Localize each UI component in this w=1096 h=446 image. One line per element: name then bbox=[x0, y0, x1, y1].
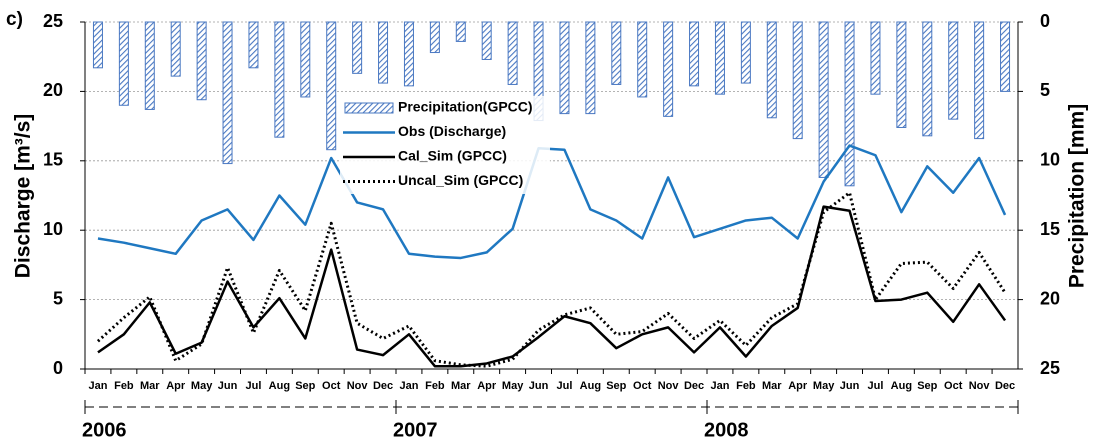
bar bbox=[792, 21, 803, 140]
bar bbox=[637, 21, 648, 98]
x-tick-label: Aug bbox=[269, 380, 290, 392]
x-tick-label: Oct bbox=[944, 380, 963, 392]
x-tick-label: Jun bbox=[840, 380, 860, 392]
x-tick-label: Mar bbox=[140, 380, 160, 392]
bar bbox=[1000, 21, 1011, 92]
bar bbox=[455, 21, 466, 42]
bar bbox=[896, 21, 907, 128]
bar bbox=[585, 21, 596, 115]
x-tick-label: Jan bbox=[399, 380, 418, 392]
legend-swatch bbox=[344, 102, 394, 114]
bar bbox=[948, 21, 959, 120]
y-tick-label: 15 bbox=[43, 150, 63, 170]
x-tick-label: Feb bbox=[736, 380, 756, 392]
year-label: 2008 bbox=[704, 419, 749, 441]
x-tick-label: Feb bbox=[425, 380, 445, 392]
x-tick-label: Sep bbox=[917, 380, 937, 392]
bar bbox=[144, 21, 155, 110]
bar bbox=[248, 21, 259, 69]
bar bbox=[274, 21, 285, 138]
x-tick-label: May bbox=[502, 380, 524, 392]
bar bbox=[300, 21, 311, 98]
bar bbox=[818, 21, 829, 178]
x-tick-label: Aug bbox=[891, 380, 912, 392]
y2-tick-label: 25 bbox=[1040, 358, 1060, 378]
bar bbox=[714, 21, 725, 95]
bar bbox=[170, 21, 181, 77]
y2-tick-label: 5 bbox=[1040, 80, 1050, 100]
y-tick-label: 25 bbox=[43, 11, 63, 31]
x-tick-label: Jan bbox=[710, 380, 729, 392]
bar bbox=[844, 21, 855, 187]
bar bbox=[196, 21, 207, 101]
x-tick-label: May bbox=[191, 380, 213, 392]
y-tick-label: 5 bbox=[53, 288, 63, 308]
bar bbox=[740, 21, 751, 84]
bar bbox=[378, 21, 389, 84]
x-tick-label: Jul bbox=[246, 380, 262, 392]
legend-label: Precipitation(GPCC) bbox=[398, 99, 533, 115]
bar bbox=[429, 21, 440, 54]
bar bbox=[689, 21, 700, 87]
bar bbox=[92, 21, 103, 69]
x-tick-label: Dec bbox=[995, 380, 1015, 392]
year-label: 2007 bbox=[393, 419, 438, 441]
bar bbox=[222, 21, 233, 165]
x-tick-label: Sep bbox=[295, 380, 315, 392]
bar bbox=[326, 21, 337, 151]
x-tick-label: Jun bbox=[529, 380, 549, 392]
x-tick-label: Jun bbox=[218, 380, 238, 392]
x-tick-label: Apr bbox=[788, 380, 808, 392]
bar bbox=[352, 21, 363, 74]
x-tick-label: Jan bbox=[88, 380, 107, 392]
y-tick-label: 0 bbox=[53, 358, 63, 378]
x-tick-label: Apr bbox=[166, 380, 186, 392]
y2-tick-label: 10 bbox=[1040, 150, 1060, 170]
bar bbox=[559, 21, 570, 115]
y2-axis-label: Precipitation [mm] bbox=[1066, 104, 1089, 288]
bar bbox=[870, 21, 881, 95]
y2-tick-label: 15 bbox=[1040, 219, 1060, 239]
x-tick-label: Nov bbox=[969, 380, 991, 392]
x-tick-label: Nov bbox=[658, 380, 680, 392]
x-tick-label: May bbox=[813, 380, 835, 392]
x-tick-label: Nov bbox=[347, 380, 369, 392]
x-tick-label: Dec bbox=[373, 380, 393, 392]
x-tick-label: Aug bbox=[580, 380, 601, 392]
legend-label: Obs (Discharge) bbox=[398, 123, 506, 139]
y2-tick-label: 0 bbox=[1040, 11, 1050, 31]
panel-label: c) bbox=[6, 9, 23, 30]
bar bbox=[403, 21, 414, 87]
bar bbox=[766, 21, 777, 119]
year-label: 2006 bbox=[82, 419, 127, 441]
bar bbox=[922, 21, 933, 137]
x-tick-label: Oct bbox=[322, 380, 341, 392]
x-tick-label: Jul bbox=[868, 380, 884, 392]
bar bbox=[663, 21, 674, 117]
x-tick-label: Sep bbox=[606, 380, 626, 392]
legend-label: Uncal_Sim (GPCC) bbox=[398, 172, 523, 188]
bar bbox=[118, 21, 129, 106]
x-tick-label: Mar bbox=[451, 380, 471, 392]
bar bbox=[974, 21, 985, 140]
y-tick-label: 10 bbox=[43, 219, 63, 239]
x-tick-label: Oct bbox=[633, 380, 652, 392]
line-series bbox=[97, 205, 1007, 368]
legend-label: Cal_Sim (GPCC) bbox=[398, 148, 507, 164]
x-tick-label: Apr bbox=[477, 380, 497, 392]
bar bbox=[611, 21, 622, 85]
line-series bbox=[97, 144, 1007, 260]
bar bbox=[507, 21, 518, 85]
y2-tick-label: 20 bbox=[1040, 288, 1060, 308]
x-tick-label: Dec bbox=[684, 380, 704, 392]
y-tick-label: 20 bbox=[43, 80, 63, 100]
y-axis-label: Discharge [m³/s] bbox=[12, 114, 35, 279]
x-tick-label: Feb bbox=[114, 380, 134, 392]
bar bbox=[481, 21, 492, 60]
x-tick-label: Jul bbox=[557, 380, 573, 392]
x-tick-label: Mar bbox=[762, 380, 782, 392]
